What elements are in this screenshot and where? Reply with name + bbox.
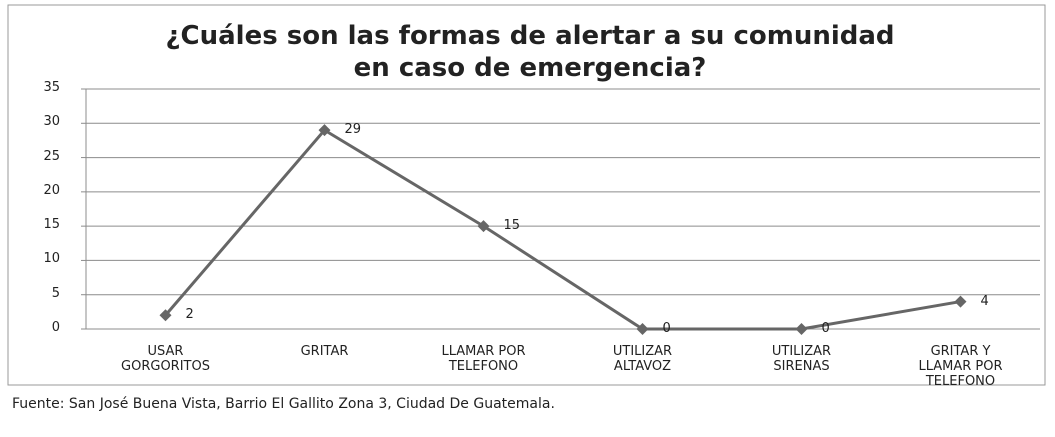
chart-border	[7, 4, 1046, 386]
chart-title: ¿Cuáles son las formas de alertar a su c…	[165, 21, 895, 83]
y-tick-label: 35	[43, 80, 60, 95]
source-note: Fuente: San José Buena Vista, Barrio El …	[12, 396, 555, 412]
y-tick-label: 15	[43, 217, 60, 233]
y-tick-label: 30	[43, 114, 60, 130]
data-label: 2	[185, 307, 194, 323]
data-label: 4	[980, 293, 989, 309]
marker	[159, 309, 172, 322]
data-label: 29	[344, 122, 362, 138]
y-tick-label: 10	[43, 251, 60, 267]
marker	[318, 124, 331, 137]
x-tick-label: UTILIZAR SIRENAS	[771, 344, 832, 374]
x-tick-label: GRITAR Y LLAMAR POR TELEFONO	[918, 344, 1003, 389]
marker	[954, 295, 967, 308]
marker	[636, 323, 649, 335]
x-tick-label: GRITAR	[300, 344, 349, 359]
y-tick-label: 20	[43, 182, 60, 198]
y-tick-label: 25	[43, 148, 60, 164]
x-tick-label: LLAMAR POR TELEFONO	[441, 344, 526, 374]
data-label: 0	[821, 321, 830, 336]
data-label: 15	[503, 218, 521, 234]
data-label: 0	[662, 321, 671, 336]
data-line	[164, 128, 961, 331]
x-tick-label: UTILIZAR ALTAVOZ	[612, 344, 673, 374]
marker	[477, 220, 490, 233]
marker	[795, 323, 808, 335]
y-tick-label: 5	[51, 285, 60, 301]
y-tick-label: 0	[51, 320, 60, 335]
x-tick-label: USAR GORGORITOS	[121, 344, 210, 374]
